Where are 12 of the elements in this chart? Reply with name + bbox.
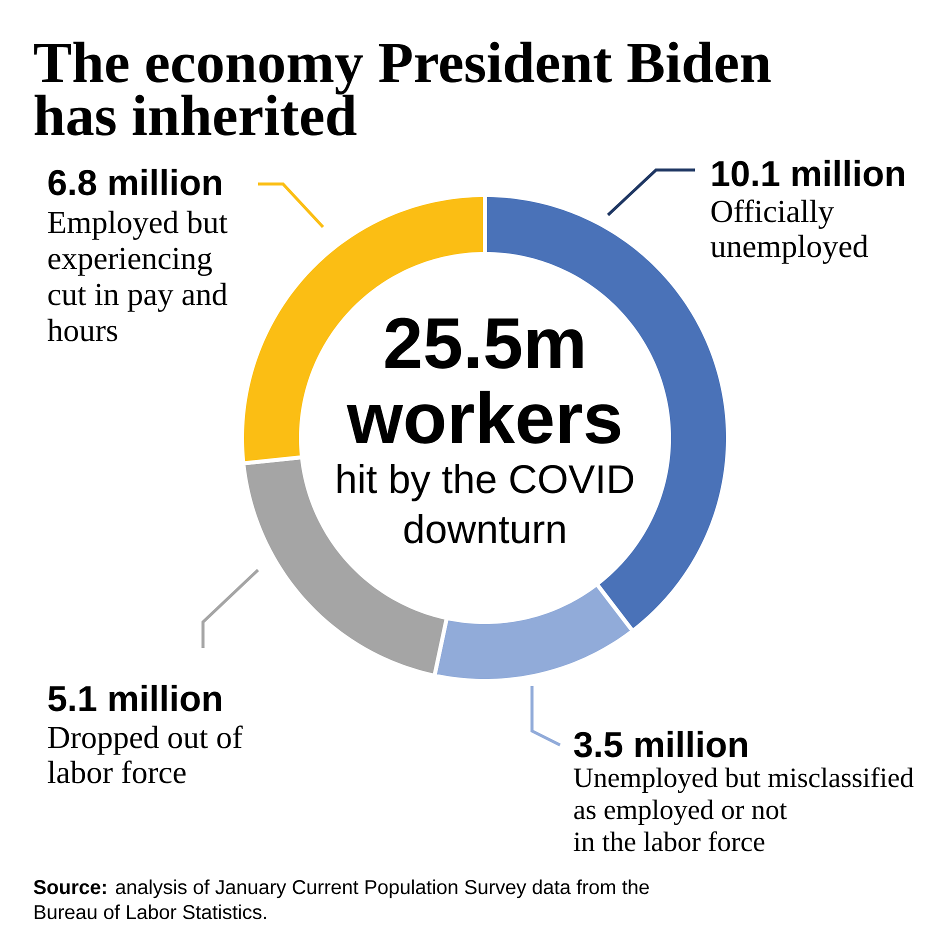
slice-label: Employed but experiencing cut in pay and hours — [48, 210, 228, 342]
slice-label: Officially unemployed — [710, 199, 868, 264]
text: hit by the COVID downturn — [338, 464, 634, 544]
text: 25.5m workers — [346, 318, 620, 444]
slice-label: Unemployed but misclassified as employed or not in the labor force — [574, 767, 914, 852]
text: Source: analysis of January Current Population Survey data from the Bureau of Labor Statistics. — [34, 880, 649, 920]
data-label: 10.1 million — [712, 160, 904, 186]
chart-title: The economy President Biden has inherited — [34, 42, 771, 136]
data-label: 3.5 million — [574, 730, 748, 758]
slice-label: Dropped out of labor force — [48, 725, 243, 784]
data-label: 5.1 million — [48, 684, 222, 712]
data-label: 6.8 million — [48, 168, 222, 196]
